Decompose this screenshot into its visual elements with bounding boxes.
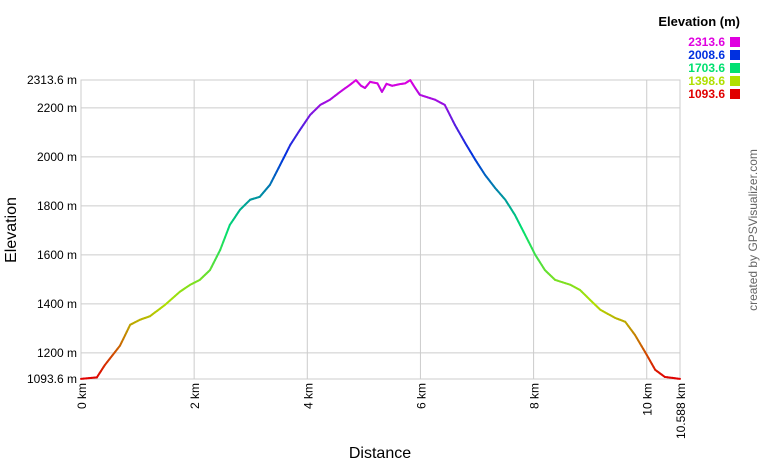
y-tick-label: 1600 m — [37, 248, 77, 262]
credit-text: created by GPSVisualizer.com — [746, 149, 760, 311]
y-axis-label: Elevation — [3, 197, 20, 263]
x-tick-label: 10 km — [641, 383, 655, 416]
y-tick-label: 2200 m — [37, 101, 77, 115]
legend-label: 2008.6 — [688, 48, 725, 62]
y-tick-label: 1400 m — [37, 297, 77, 311]
legend-swatch — [730, 37, 740, 47]
x-tick-label: 8 km — [528, 383, 542, 409]
legend-swatch — [730, 76, 740, 86]
x-tick-label: 6 km — [414, 383, 428, 409]
y-tick-label: 2000 m — [37, 150, 77, 164]
x-tick-label: 0 km — [75, 383, 89, 409]
x-tick-label: 2 km — [188, 383, 202, 409]
legend-title: Elevation (m) — [658, 14, 740, 29]
elevation-profile — [80, 79, 681, 380]
legend-swatch — [730, 50, 740, 60]
legend-label: 2313.6 — [688, 35, 725, 49]
legend-label: 1398.6 — [688, 74, 725, 88]
legend-label: 1703.6 — [688, 61, 725, 75]
plot-frame — [80, 79, 681, 380]
x-axis-label: Distance — [349, 445, 411, 460]
y-tick-label: 1093.6 m — [27, 372, 77, 386]
legend-swatch — [730, 89, 740, 99]
grid — [80, 79, 681, 380]
legend-label: 1093.6 — [688, 87, 725, 101]
y-tick-label: 1200 m — [37, 346, 77, 360]
legend-swatch — [730, 63, 740, 73]
y-tick-label: 2313.6 m — [27, 73, 77, 87]
x-tick-label: 10.588 km — [674, 383, 688, 439]
tick-labels: 1093.6 m 1200 m 1400 m 1600 m 1800 m 2000 m 22… — [27, 73, 688, 439]
y-tick-label: 1800 m — [37, 199, 77, 213]
x-tick-label: 4 km — [301, 383, 315, 409]
